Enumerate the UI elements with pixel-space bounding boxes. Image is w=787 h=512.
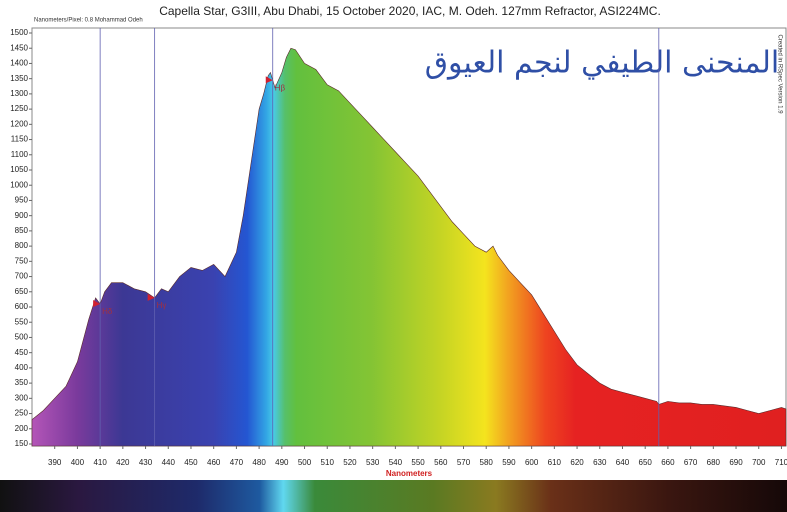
x-tick-label: 410 — [93, 458, 107, 467]
y-tick-label: 1250 — [10, 104, 28, 113]
x-tick-label: 680 — [707, 458, 721, 467]
x-tick-label: 390 — [48, 458, 62, 467]
x-tick-label: 430 — [139, 458, 153, 467]
y-tick-label: 800 — [15, 241, 29, 250]
y-tick-label: 950 — [15, 196, 29, 205]
x-tick-label: 400 — [71, 458, 85, 467]
corner-note: Nanometers/Pixel: 0.8 Mohammad Odeh — [34, 18, 143, 24]
y-tick-label: 1500 — [10, 28, 28, 37]
y-tick-label: 1350 — [10, 74, 28, 83]
line-label: Hδ — [102, 307, 113, 316]
spectrum-area — [31, 47, 787, 447]
y-tick-label: 250 — [15, 409, 29, 418]
x-tick-label: 570 — [457, 458, 471, 467]
x-tick-label: 460 — [207, 458, 221, 467]
y-tick-label: 150 — [15, 439, 29, 448]
y-tick-label: 1200 — [10, 119, 28, 128]
x-tick-label: 700 — [752, 458, 766, 467]
x-tick-label: 600 — [525, 458, 539, 467]
x-tick-label: 500 — [298, 458, 312, 467]
x-tick-label: 540 — [389, 458, 403, 467]
x-tick-label: 610 — [548, 458, 562, 467]
line-marker — [93, 299, 101, 307]
x-tick-label: 640 — [616, 458, 630, 467]
x-tick-label: 470 — [230, 458, 244, 467]
line-marker — [265, 76, 273, 84]
x-tick-label: 560 — [434, 458, 448, 467]
line-marker — [147, 293, 155, 301]
x-axis-label: Nanometers — [386, 469, 433, 478]
y-tick-label: 1000 — [10, 180, 28, 189]
chart-title: Capella Star, G3III, Abu Dhabi, 15 Octob… — [159, 4, 661, 18]
y-tick-label: 1050 — [10, 165, 28, 174]
side-note: Created in RSpec Version 1.9 — [776, 34, 782, 114]
x-tick-label: 710 — [775, 458, 787, 467]
x-tick-label: 650 — [639, 458, 653, 467]
y-tick-label: 900 — [15, 211, 29, 220]
x-tick-label: 690 — [729, 458, 743, 467]
x-tick-label: 450 — [184, 458, 198, 467]
x-tick-label: 510 — [321, 458, 335, 467]
x-tick-label: 420 — [116, 458, 130, 467]
x-tick-label: 670 — [684, 458, 698, 467]
y-tick-label: 550 — [15, 317, 29, 326]
x-tick-label: 480 — [252, 458, 266, 467]
y-tick-label: 500 — [15, 333, 29, 342]
x-tick-label: 620 — [570, 458, 584, 467]
y-tick-label: 1450 — [10, 43, 28, 52]
x-tick-label: 490 — [275, 458, 289, 467]
y-tick-label: 650 — [15, 287, 29, 296]
x-tick-label: 530 — [366, 458, 380, 467]
x-tick-label: 520 — [343, 458, 357, 467]
arabic-title: المنحنى الطيفي لنجم العيوق — [425, 46, 780, 81]
x-tick-label: 590 — [502, 458, 516, 467]
x-tick-label: 580 — [480, 458, 494, 467]
y-tick-label: 1400 — [10, 59, 28, 68]
spectrum-strip — [0, 480, 787, 512]
y-tick-label: 600 — [15, 302, 29, 311]
y-tick-label: 450 — [15, 348, 29, 357]
x-tick-label: 630 — [593, 458, 607, 467]
y-tick-label: 300 — [15, 393, 29, 402]
y-tick-label: 700 — [15, 272, 29, 281]
y-tick-label: 1100 — [11, 150, 29, 159]
x-tick-label: 660 — [661, 458, 675, 467]
line-label: Hγ — [157, 301, 167, 310]
y-tick-label: 400 — [15, 363, 29, 372]
line-label: Hβ — [275, 83, 286, 92]
y-tick-label: 1300 — [10, 89, 28, 98]
x-tick-label: 440 — [162, 458, 176, 467]
y-tick-label: 750 — [15, 256, 29, 265]
y-tick-label: 850 — [15, 226, 29, 235]
y-tick-label: 350 — [15, 378, 29, 387]
y-tick-label: 1150 — [11, 135, 29, 144]
x-tick-label: 550 — [411, 458, 425, 467]
y-tick-label: 200 — [15, 424, 29, 433]
